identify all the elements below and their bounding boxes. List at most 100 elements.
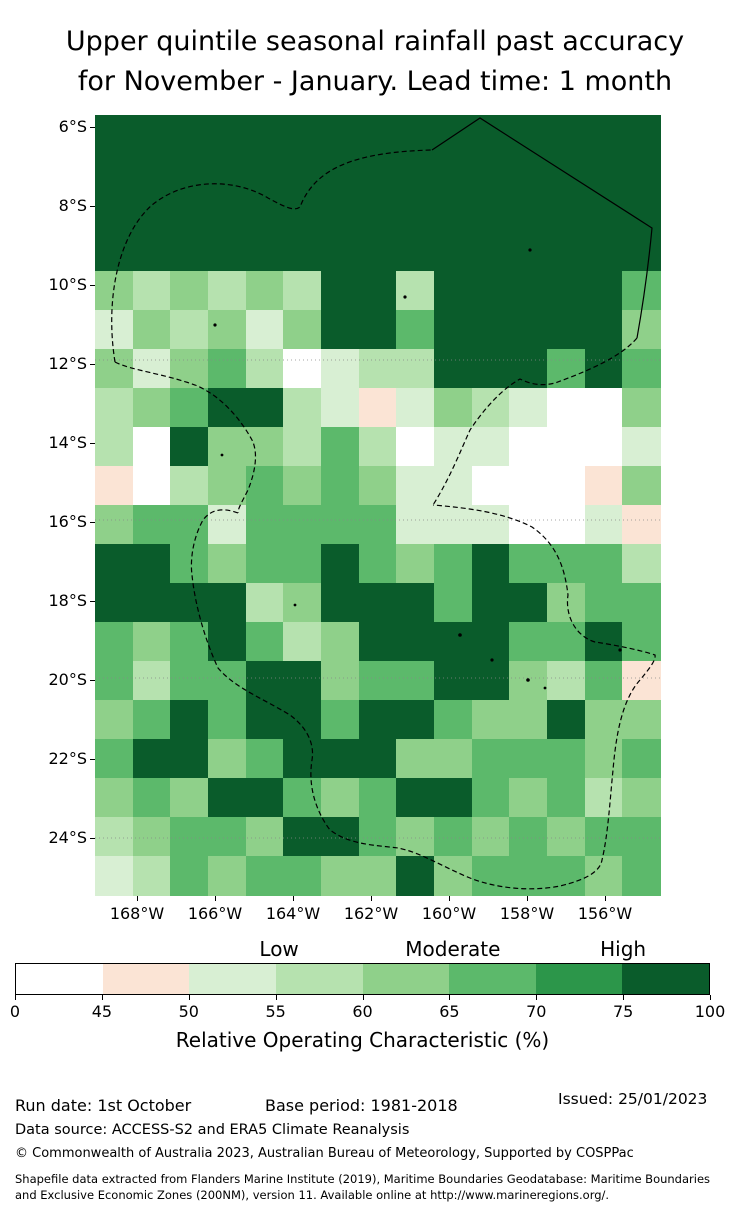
- heatmap-cell: [434, 349, 473, 389]
- heatmap-cell: [132, 505, 171, 545]
- colorbar-tick-mark: [449, 995, 451, 1000]
- heatmap-cell: [434, 778, 473, 818]
- data-source-text: Data source: ACCESS-S2 and ERA5 Climate …: [15, 1122, 410, 1138]
- heatmap-cell: [509, 193, 548, 233]
- heatmap-cell: [396, 427, 435, 467]
- heatmap-cell: [245, 622, 284, 662]
- heatmap-cell: [132, 661, 171, 701]
- heatmap-cell: [434, 115, 473, 155]
- lat-tick-mark: [90, 127, 95, 128]
- heatmap-cell: [509, 622, 548, 662]
- colorbar-segment: [535, 964, 623, 994]
- heatmap-cell: [396, 544, 435, 584]
- heatmap-cell: [358, 193, 397, 233]
- heatmap-cell: [547, 856, 586, 896]
- heatmap-cell: [283, 115, 322, 155]
- heatmap-cell: [547, 193, 586, 233]
- issued-date-text: Issued: 25/01/2023: [558, 1090, 708, 1108]
- heatmap-cell: [132, 817, 171, 857]
- heatmap-cell: [622, 505, 661, 545]
- heatmap-cell: [245, 544, 284, 584]
- heatmap-cell: [622, 349, 661, 389]
- colorbar-tick-mark: [188, 995, 190, 1000]
- lon-tick-mark: [215, 896, 216, 901]
- heatmap-cell: [208, 661, 247, 701]
- heatmap-cell: [471, 466, 510, 506]
- heatmap-cell: [509, 232, 548, 272]
- colorbar-axis-label: Relative Operating Characteristic (%): [175, 1028, 550, 1052]
- colorbar-tick-mark: [362, 995, 364, 1000]
- heatmap-cell: [283, 388, 322, 428]
- heatmap-cell: [547, 700, 586, 740]
- heatmap-cell: [584, 154, 623, 194]
- lat-tick-mark: [90, 680, 95, 681]
- heatmap-cell: [509, 427, 548, 467]
- heatmap-cell: [208, 193, 247, 233]
- heatmap-cell: [132, 466, 171, 506]
- heatmap-cell: [434, 310, 473, 350]
- heatmap-cell: [321, 700, 360, 740]
- heatmap-cell: [208, 466, 247, 506]
- heatmap-cell: [584, 115, 623, 155]
- heatmap-cell: [547, 466, 586, 506]
- heatmap-cell: [584, 271, 623, 311]
- heatmap-cell: [321, 544, 360, 584]
- heatmap-cell: [434, 271, 473, 311]
- heatmap-cell: [471, 778, 510, 818]
- heatmap-cell: [245, 193, 284, 233]
- heatmap-cell: [434, 739, 473, 779]
- heatmap-cell: [547, 739, 586, 779]
- heatmap-cell: [132, 778, 171, 818]
- heatmap-cell: [584, 739, 623, 779]
- heatmap-cell: [509, 271, 548, 311]
- heatmap-cell: [622, 583, 661, 623]
- heatmap-cell: [547, 817, 586, 857]
- heatmap-cell: [358, 583, 397, 623]
- heatmap-cell: [622, 856, 661, 896]
- heatmap-cell: [95, 661, 134, 701]
- heatmap-cell: [622, 271, 661, 311]
- heatmap-cell: [547, 544, 586, 584]
- heatmap-cell: [471, 700, 510, 740]
- colorbar-tick-mark: [275, 995, 277, 1000]
- heatmap-cell: [622, 154, 661, 194]
- heatmap-cell: [434, 388, 473, 428]
- island-dot: [220, 453, 224, 457]
- heatmap-cell: [584, 544, 623, 584]
- heatmap-cell: [321, 427, 360, 467]
- heatmap-cell: [245, 388, 284, 428]
- heatmap-cell: [321, 193, 360, 233]
- heatmap-cell: [434, 193, 473, 233]
- heatmap-cell: [434, 466, 473, 506]
- heatmap-cell: [584, 505, 623, 545]
- lat-tick-label: 10°S: [48, 275, 87, 294]
- heatmap-cell: [509, 388, 548, 428]
- heatmap-cell: [170, 310, 209, 350]
- heatmap-cell: [95, 388, 134, 428]
- lat-tick-mark: [90, 443, 95, 444]
- heatmap-cell: [471, 583, 510, 623]
- heatmap-cell: [471, 427, 510, 467]
- colorbar-tick-mark: [710, 995, 711, 1000]
- heatmap-cell: [321, 778, 360, 818]
- heatmap-cell: [434, 427, 473, 467]
- island-dot: [543, 686, 547, 690]
- heatmap-cell: [396, 778, 435, 818]
- heatmap-cell: [95, 349, 134, 389]
- heatmap-cell: [132, 349, 171, 389]
- heatmap-cell: [396, 856, 435, 896]
- base-period-text: Base period: 1981-2018: [265, 1096, 458, 1115]
- heatmap-cell: [170, 700, 209, 740]
- lat-tick-label: 18°S: [48, 591, 87, 610]
- heatmap-cell: [396, 739, 435, 779]
- heatmap-cell: [358, 154, 397, 194]
- heatmap-cell: [208, 427, 247, 467]
- heatmap-cell: [584, 856, 623, 896]
- heatmap-cell: [509, 310, 548, 350]
- heatmap-cell: [396, 349, 435, 389]
- heatmap-cell: [434, 583, 473, 623]
- lat-tick-mark: [90, 522, 95, 523]
- heatmap-cell: [622, 115, 661, 155]
- colorbar-tick-mark: [623, 995, 625, 1000]
